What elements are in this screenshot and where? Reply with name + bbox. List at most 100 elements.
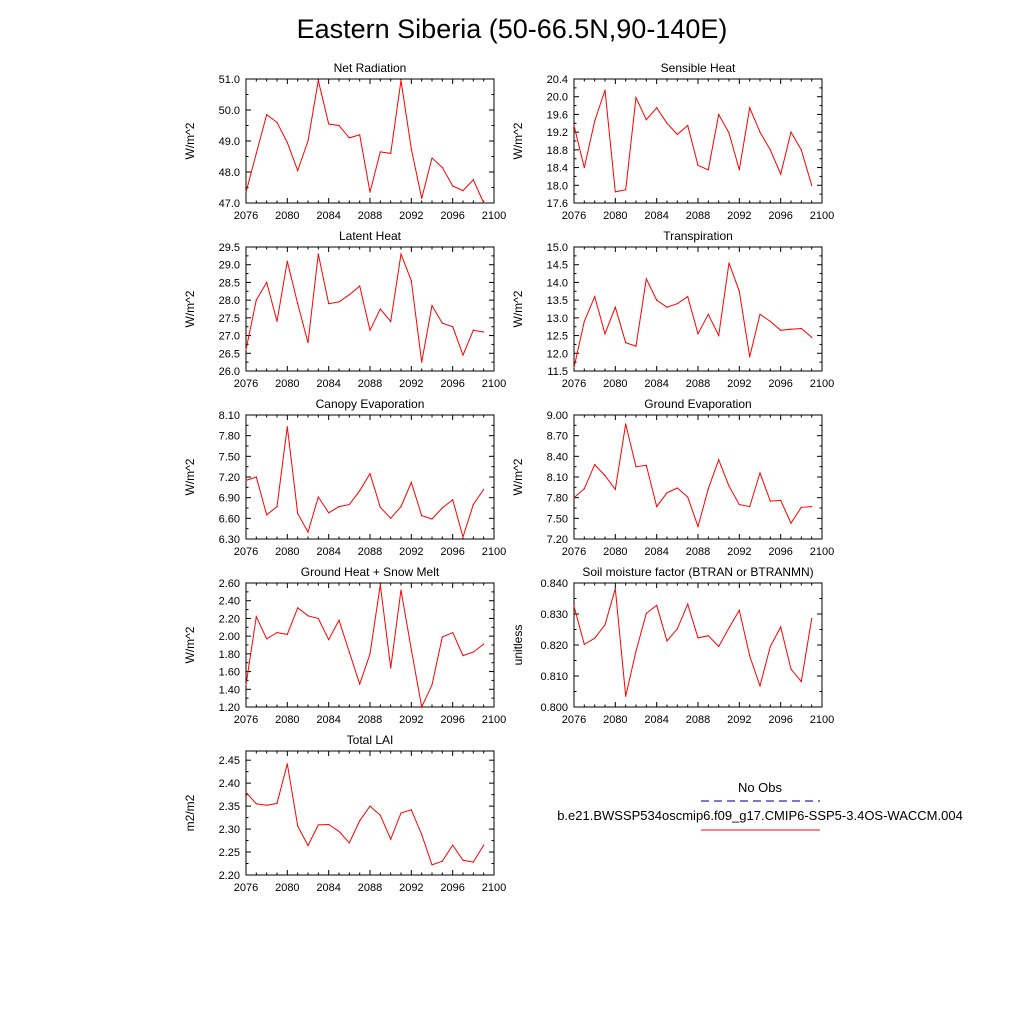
x-tick-label: 2076 (562, 378, 586, 390)
data-point (800, 149, 802, 151)
x-tick-label: 2096 (440, 882, 464, 894)
y-tick-label: 7.50 (547, 513, 568, 525)
data-point (718, 113, 720, 116)
y-tick-label: 6.30 (219, 534, 240, 546)
series-line (573, 89, 813, 193)
data-point (573, 497, 575, 499)
data-point (614, 306, 616, 308)
data-point (800, 506, 802, 508)
data-point (462, 859, 464, 861)
data-point (769, 500, 771, 502)
y-tick-label: 2.00 (219, 631, 240, 643)
data-point (583, 643, 585, 645)
x-tick-label: 2076 (234, 378, 258, 390)
data-point (483, 844, 485, 846)
panel-title: Soil moisture factor (BTRAN or BTRANMN) (582, 565, 813, 579)
data-point (800, 680, 802, 683)
data-point (410, 809, 412, 811)
y-tick-label: 1.60 (219, 667, 240, 679)
plot-frame (573, 414, 823, 540)
data-point (359, 285, 361, 287)
data-point (811, 336, 813, 338)
data-point (348, 503, 350, 506)
data-point (390, 838, 392, 840)
x-tick-label: 2080 (603, 210, 627, 222)
data-point (369, 653, 371, 655)
data-point (421, 706, 423, 708)
data-point (266, 638, 268, 640)
x-tick-label: 2096 (768, 210, 792, 222)
data-point (307, 140, 309, 142)
data-point (697, 164, 699, 166)
data-point (421, 197, 423, 199)
data-point (676, 303, 678, 305)
data-point (759, 313, 761, 315)
data-point (410, 481, 412, 484)
plot-frame (245, 246, 495, 372)
x-tick-label: 2076 (562, 546, 586, 558)
y-axis-label: m2/m2 (183, 794, 197, 831)
y-tick-label: 29.5 (219, 242, 240, 254)
x-tick-label: 2096 (440, 546, 464, 558)
data-point (297, 303, 299, 305)
y-tick-label: 0.800 (540, 702, 568, 714)
data-point (749, 107, 751, 109)
data-point (441, 860, 443, 862)
y-tick-label: 1.80 (219, 649, 240, 661)
data-point (635, 466, 637, 468)
x-tick-label: 2080 (275, 378, 299, 390)
y-tick-label: 8.10 (219, 410, 240, 422)
data-point (483, 488, 485, 490)
data-point (297, 825, 299, 827)
data-point (604, 333, 606, 335)
y-tick-label: 12.5 (547, 331, 568, 343)
x-tick-label: 2088 (686, 714, 710, 726)
x-tick-label: 2084 (316, 210, 340, 222)
legend: No Obs b.e21.BWSSP534oscmip6.f09_g17.CMIP… (557, 780, 963, 831)
data-point (800, 327, 802, 330)
data-point (635, 650, 637, 652)
y-axis-label: W/m^2 (511, 458, 525, 495)
data-point (348, 842, 350, 844)
series-line (245, 252, 484, 363)
legend-obs-label: No Obs (738, 780, 783, 795)
x-tick-label: 2088 (358, 546, 382, 558)
data-point (390, 152, 392, 154)
x-tick-label: 2100 (482, 882, 506, 894)
y-tick-label: 2.35 (219, 801, 240, 813)
y-tick-label: 13.5 (547, 295, 568, 307)
x-tick-label: 2084 (316, 882, 340, 894)
data-point (625, 695, 627, 697)
x-tick-label: 2080 (275, 714, 299, 726)
data-point (255, 152, 257, 154)
y-tick-label: 1.20 (219, 702, 240, 714)
series-line (573, 423, 812, 529)
data-point (359, 683, 361, 685)
data-point (583, 320, 585, 322)
data-point (625, 189, 627, 191)
data-point (255, 803, 257, 805)
data-point (687, 296, 689, 298)
data-point (718, 334, 720, 337)
x-tick-label: 2076 (562, 714, 586, 726)
data-point (687, 124, 689, 127)
y-tick-label: 12.0 (547, 348, 568, 360)
y-tick-label: 48.0 (219, 167, 240, 179)
data-point (472, 179, 474, 181)
data-point (707, 635, 709, 637)
x-tick-label: 2092 (399, 714, 423, 726)
data-point (245, 349, 247, 351)
data-point (462, 354, 464, 356)
y-tick-label: 8.10 (547, 472, 568, 484)
y-tick-label: 27.5 (219, 313, 240, 325)
data-point (583, 166, 585, 169)
x-tick-label: 2100 (482, 546, 506, 558)
y-tick-label: 6.90 (219, 493, 240, 505)
data-point (645, 464, 647, 466)
data-point (738, 169, 740, 171)
y-tick-label: 27.0 (219, 331, 240, 343)
x-tick-label: 2076 (234, 714, 258, 726)
data-point (328, 303, 330, 305)
data-point (286, 763, 288, 765)
x-tick-label: 2100 (810, 714, 834, 726)
